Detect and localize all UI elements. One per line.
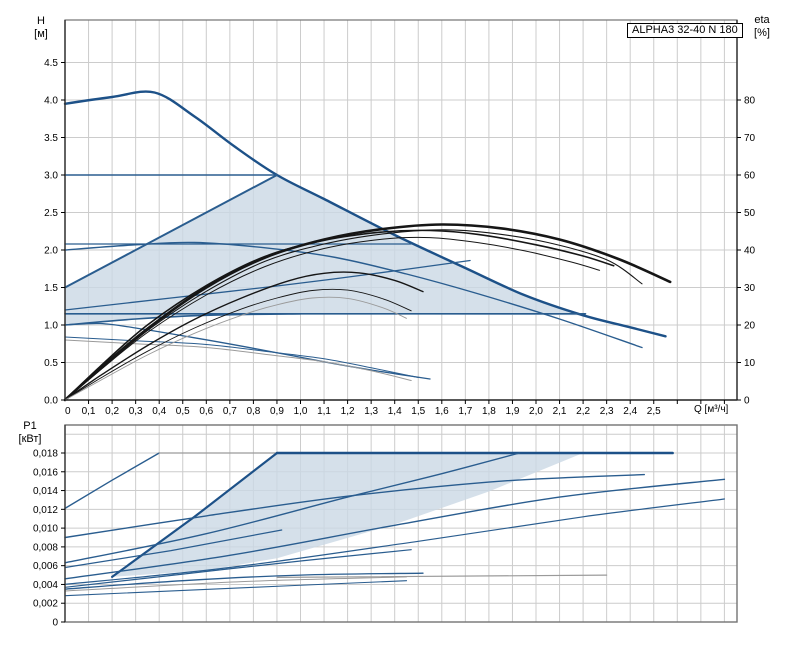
head-axis-symbol: H — [37, 15, 45, 27]
svg-text:0,6: 0,6 — [199, 406, 213, 417]
tick-labels: 0.0 0.5 1.0 1.5 2.0 2.5 3.0 3.5 4.0 4.5 0 10 20 30 40 5… — [33, 58, 756, 629]
svg-text:60: 60 — [744, 171, 756, 182]
speed-i-curve — [64, 322, 431, 380]
svg-text:4.0: 4.0 — [44, 96, 58, 107]
svg-text:0,5: 0,5 — [176, 406, 190, 417]
svg-text:0,3: 0,3 — [129, 406, 143, 417]
svg-text:0,008: 0,008 — [33, 542, 58, 553]
power-pp2-curve — [64, 478, 726, 580]
svg-text:50: 50 — [744, 208, 756, 219]
power-min-flat-shadow — [276, 574, 608, 578]
svg-text:0,010: 0,010 — [33, 524, 58, 535]
svg-text:1,2: 1,2 — [341, 406, 355, 417]
power-i-curve — [64, 572, 424, 590]
svg-text:0,7: 0,7 — [223, 406, 237, 417]
eta-min-shadow — [64, 296, 407, 401]
svg-text:0: 0 — [744, 396, 750, 407]
svg-text:2,3: 2,3 — [600, 406, 614, 417]
svg-text:0,006: 0,006 — [33, 561, 58, 572]
svg-text:1,8: 1,8 — [482, 406, 496, 417]
svg-text:1,3: 1,3 — [364, 406, 378, 417]
svg-text:2.5: 2.5 — [44, 208, 58, 219]
prop-pressure-1 — [64, 313, 302, 326]
eta-i-curve — [64, 271, 424, 401]
svg-text:1,0: 1,0 — [294, 406, 308, 417]
head-axis-label: H [м] — [21, 15, 61, 41]
svg-text:0,8: 0,8 — [246, 406, 260, 417]
head-and-eta-curves — [63, 90, 672, 402]
flow-axis-label: Q [м³/ч] — [694, 404, 729, 415]
power-axis-unit: [кВт] — [18, 433, 42, 445]
svg-text:1.5: 1.5 — [44, 283, 58, 294]
svg-text:3.5: 3.5 — [44, 133, 58, 144]
power-ii-curve — [64, 473, 645, 539]
prop-pressure-3 — [64, 174, 278, 289]
power-axis-symbol: P1 — [23, 420, 37, 432]
eta-axis-symbol: eta — [754, 14, 770, 26]
power-cp3-curve — [64, 529, 283, 569]
max-speed-curve — [63, 90, 667, 338]
power-axis-label: P1 [кВт] — [8, 420, 52, 446]
svg-text:2,5: 2,5 — [647, 406, 661, 417]
chart-frames — [64, 19, 738, 623]
prop-pressure-2 — [64, 259, 471, 311]
svg-text:1,5: 1,5 — [411, 406, 425, 417]
svg-text:0,014: 0,014 — [33, 486, 58, 497]
svg-text:1,7: 1,7 — [458, 406, 472, 417]
eta-axis-label: eta [%] — [741, 14, 783, 40]
eta-ii-b-curve — [64, 236, 601, 401]
svg-text:1.0: 1.0 — [44, 321, 58, 332]
pump-model-label: ALPHA3 32-40 N 180 — [627, 23, 743, 38]
svg-text:70: 70 — [744, 133, 756, 144]
eta-iii-curve — [63, 223, 672, 402]
svg-text:0.5: 0.5 — [44, 358, 58, 369]
svg-text:80: 80 — [744, 96, 756, 107]
eta-iii-b-curve — [64, 229, 643, 401]
eta-axis-unit: [%] — [754, 27, 770, 39]
svg-text:20: 20 — [744, 321, 756, 332]
svg-text:0,016: 0,016 — [33, 467, 58, 478]
svg-text:30: 30 — [744, 283, 756, 294]
svg-text:0,1: 0,1 — [82, 406, 96, 417]
svg-text:40: 40 — [744, 246, 756, 257]
svg-text:0,002: 0,002 — [33, 599, 58, 610]
svg-text:0.0: 0.0 — [44, 396, 58, 407]
power-curves — [64, 451, 726, 597]
power-pp3-curve — [64, 452, 521, 564]
gridlines — [65, 20, 737, 622]
svg-text:2,1: 2,1 — [553, 406, 567, 417]
svg-text:0,004: 0,004 — [33, 580, 58, 591]
power-cp2-curve — [64, 549, 412, 588]
svg-text:2,0: 2,0 — [529, 406, 543, 417]
eta-min-curve — [64, 288, 412, 401]
svg-text:1,1: 1,1 — [317, 406, 331, 417]
svg-text:0,4: 0,4 — [152, 406, 166, 417]
power-min-curve — [64, 580, 408, 597]
svg-text:2,2: 2,2 — [576, 406, 590, 417]
svg-text:1,6: 1,6 — [435, 406, 449, 417]
svg-text:1,4: 1,4 — [388, 406, 402, 417]
svg-text:10: 10 — [744, 358, 756, 369]
svg-text:2.0: 2.0 — [44, 246, 58, 257]
head-axis-unit: [м] — [34, 28, 48, 40]
svg-text:1,9: 1,9 — [505, 406, 519, 417]
power-range-left-border — [111, 451, 279, 578]
min-curve-shadow — [64, 339, 412, 381]
power-iii-rise — [64, 452, 160, 510]
svg-text:4.5: 4.5 — [44, 58, 58, 69]
svg-text:0,9: 0,9 — [270, 406, 284, 417]
svg-text:0: 0 — [52, 618, 58, 629]
svg-text:0,2: 0,2 — [105, 406, 119, 417]
power-i-shadow — [64, 576, 407, 592]
svg-text:3.0: 3.0 — [44, 171, 58, 182]
power-pp1-curve — [64, 498, 725, 585]
eta-ii-curve — [64, 229, 615, 401]
svg-text:2,4: 2,4 — [623, 406, 637, 417]
svg-text:0,012: 0,012 — [33, 505, 58, 516]
svg-text:0: 0 — [65, 406, 71, 417]
svg-text:0,018: 0,018 — [33, 448, 58, 459]
autoadapt-operating-range — [65, 175, 584, 325]
